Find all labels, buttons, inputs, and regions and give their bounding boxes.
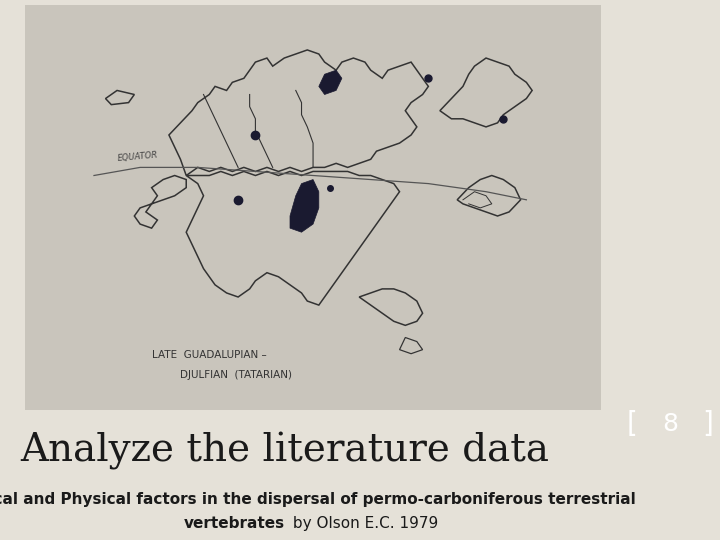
Polygon shape (319, 70, 342, 94)
FancyBboxPatch shape (24, 5, 601, 410)
Text: DJULFIAN  (TATARIAN): DJULFIAN (TATARIAN) (181, 370, 292, 380)
Polygon shape (290, 179, 319, 232)
Text: [: [ (626, 410, 637, 438)
Text: ]: ] (703, 410, 714, 438)
Text: EQUATOR: EQUATOR (117, 151, 158, 163)
Text: LATE  GUADALUPIAN –: LATE GUADALUPIAN – (152, 350, 266, 360)
Text: Biological and Physical factors in the dispersal of permo-carboniferous terrestr: Biological and Physical factors in the d… (0, 492, 636, 507)
Text: by Olson E.C. 1979: by Olson E.C. 1979 (288, 516, 438, 531)
Text: vertebrates: vertebrates (184, 516, 285, 531)
Text: Analyze the literature data: Analyze the literature data (21, 432, 549, 470)
Text: 8: 8 (662, 412, 678, 436)
